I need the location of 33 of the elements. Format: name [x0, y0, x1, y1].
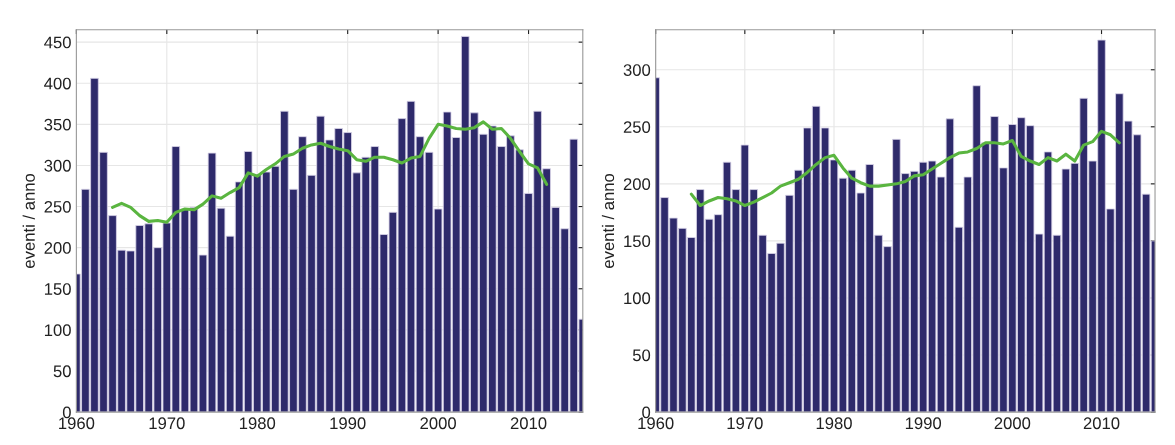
y-tick-label: 100: [44, 324, 71, 337]
x-tick-label: 1980: [816, 417, 852, 430]
x-tick-label: 2010: [1083, 417, 1120, 430]
x-tick-label: 2010: [510, 417, 547, 430]
y-tick-label: 0: [62, 406, 71, 419]
x-tick-label: 1960: [59, 417, 95, 430]
y-tick-label: 150: [624, 235, 651, 248]
y-tick-label: 0: [642, 406, 651, 419]
y-tick-label: 300: [44, 159, 71, 172]
y-tick-label: 250: [44, 200, 71, 213]
x-tick-label: 1990: [905, 417, 942, 430]
y-tick-label: 450: [44, 36, 71, 49]
y-tick-label: 50: [632, 349, 651, 362]
line-series: [689, 129, 1121, 208]
line-series: [111, 120, 549, 224]
y-tick-label: 400: [44, 77, 71, 90]
y-tick-label: 250: [623, 121, 651, 134]
y-tick-label: 200: [44, 242, 71, 254]
x-tick-label: 1970: [149, 417, 185, 430]
y-tick-label: 150: [44, 283, 71, 295]
x-tick-label: 1980: [239, 417, 276, 430]
y-tick-label: 300: [623, 64, 651, 76]
x-tick-label: 1960: [638, 417, 674, 430]
x-tick-label: 1970: [727, 417, 763, 430]
y-axis-title: eventi / anno: [601, 173, 615, 268]
y-tick-label: 50: [53, 365, 71, 378]
x-tick-label: 2000: [420, 417, 456, 430]
y-tick-label: 350: [44, 118, 71, 131]
x-tick-label: 1990: [330, 417, 366, 430]
y-axis-title: eventi / anno: [22, 173, 35, 268]
y-tick-label: 200: [623, 178, 651, 191]
x-tick-label: 2000: [994, 417, 1031, 430]
y-tick-label: 100: [624, 292, 651, 305]
